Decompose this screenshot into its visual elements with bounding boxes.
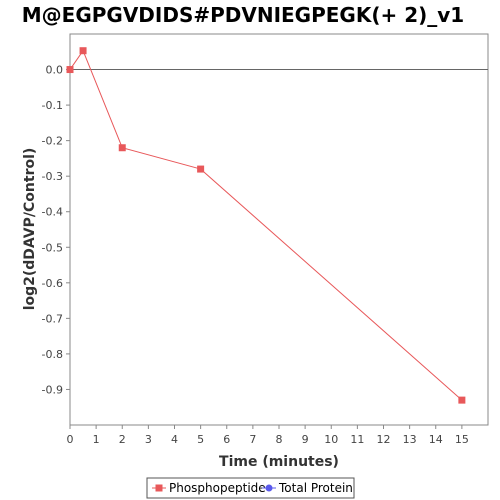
x-tick-label: 2 xyxy=(119,433,126,446)
y-tick-label: -0.3 xyxy=(42,170,63,183)
y-tick-label: -0.1 xyxy=(42,99,63,112)
x-tick-label: 11 xyxy=(350,433,364,446)
x-tick-label: 9 xyxy=(302,433,309,446)
x-tick-label: 12 xyxy=(377,433,391,446)
x-tick-label: 5 xyxy=(197,433,204,446)
x-tick-label: 4 xyxy=(171,433,178,446)
data-point xyxy=(197,165,205,173)
y-axis: 0.0 -0.1 -0.2 -0.3 -0.4 -0.5 -0.6 -0.7 -0.8 -0.9 xyxy=(42,64,70,396)
plot-area xyxy=(69,33,489,426)
data-point xyxy=(458,396,466,404)
x-tick-label: 6 xyxy=(223,433,230,446)
x-tick-label: 10 xyxy=(324,433,338,446)
x-axis: 0 1 2 3 4 5 6 7 8 9 10 11 12 13 14 15 xyxy=(67,425,469,446)
legend-label: Total Protein xyxy=(278,481,353,495)
y-tick-label: -0.5 xyxy=(42,241,63,254)
data-point xyxy=(66,66,74,74)
x-tick-label: 14 xyxy=(429,433,443,446)
x-tick-label: 7 xyxy=(249,433,256,446)
legend-label: Phosphopeptide xyxy=(169,481,266,495)
y-tick-label: -0.7 xyxy=(42,312,63,325)
x-tick-label: 0 xyxy=(67,433,74,446)
x-tick-label: 3 xyxy=(145,433,152,446)
x-tick-label: 15 xyxy=(455,433,469,446)
series-group xyxy=(66,47,466,404)
x-tick-label: 13 xyxy=(403,433,417,446)
data-point xyxy=(118,144,126,152)
y-tick-label: 0.0 xyxy=(46,64,64,77)
data-point xyxy=(79,47,87,55)
y-axis-label: log2(dDAVP/Control) xyxy=(22,148,38,311)
legend: Phosphopeptide Total Protein xyxy=(146,477,355,499)
y-tick-label: -0.6 xyxy=(42,277,63,290)
y-tick-label: -0.9 xyxy=(42,383,63,396)
y-tick-label: -0.8 xyxy=(42,348,63,361)
x-tick-label: 8 xyxy=(276,433,283,446)
x-tick-label: 1 xyxy=(93,433,100,446)
x-axis-label: Time (minutes) xyxy=(219,454,339,470)
y-tick-label: -0.2 xyxy=(42,135,63,148)
legend-marker xyxy=(265,484,273,492)
legend-box xyxy=(146,477,355,499)
legend-marker xyxy=(155,484,163,492)
y-tick-label: -0.4 xyxy=(42,206,63,219)
chart-title: M@EGPGVDIDS#PDVNIEGPEGK(+ 2)_v1 xyxy=(22,3,464,27)
